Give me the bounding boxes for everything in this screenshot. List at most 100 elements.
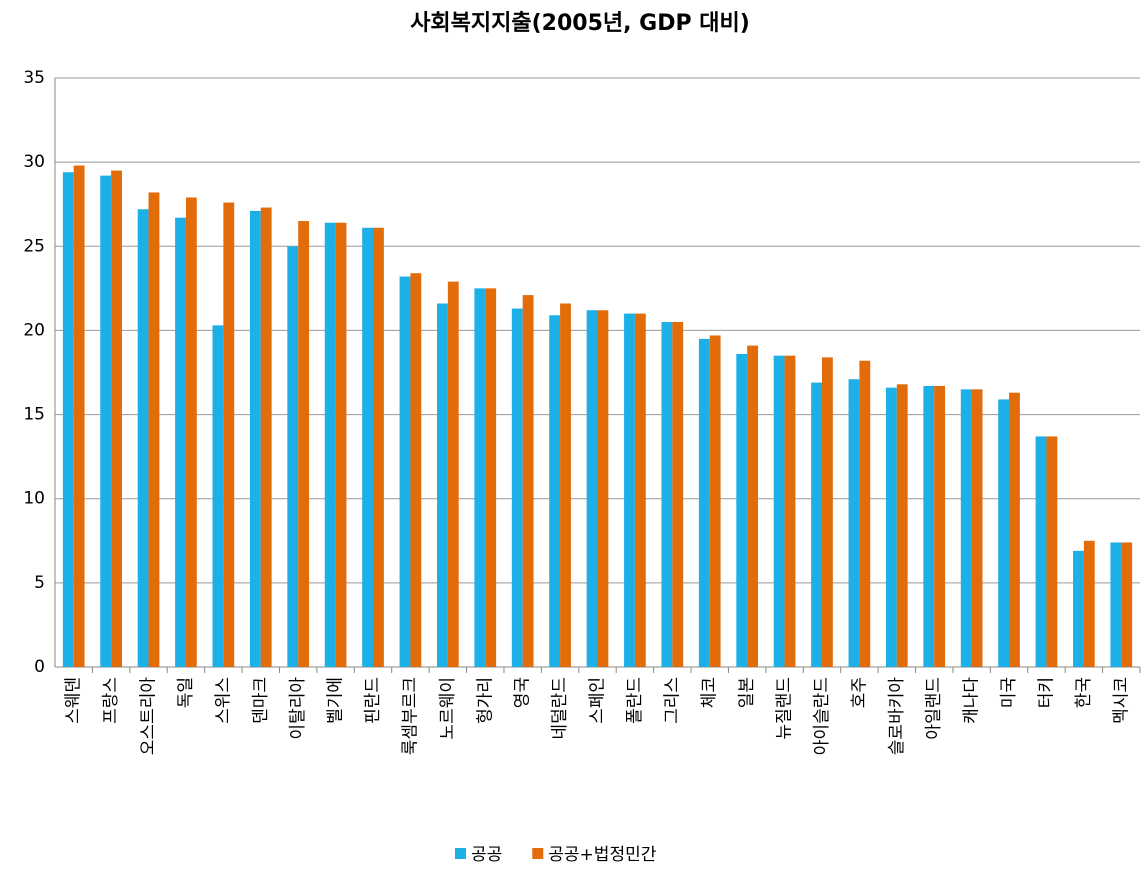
bar [137,209,149,667]
x-tick-label: 이탈리아 [288,677,308,740]
bar [773,355,785,667]
bar [560,303,571,667]
y-tick-label: 15 [23,405,45,425]
bar [1083,540,1095,667]
bar [747,345,759,667]
bar [447,281,459,667]
x-tick-label: 스페인 [588,677,608,724]
bar [474,288,486,667]
bar [597,310,609,667]
bar [335,222,347,667]
bar [212,325,224,667]
bar [784,355,796,667]
bar [175,217,186,668]
x-tick-label: 한국 [1074,677,1094,708]
bar [362,227,374,667]
bar [998,399,1010,667]
x-tick-label: 체코 [700,677,720,708]
bar [148,192,160,668]
x-tick-label: 미국 [999,677,1019,708]
bar [811,382,822,667]
bar [324,222,336,667]
x-tick-label: 노르웨이 [438,677,458,740]
bar [624,313,635,667]
x-tick-label: 헝가리 [475,677,495,724]
x-tick-label: 슬로바키아 [887,677,907,756]
bar [1009,392,1020,667]
x-tick-label: 터키 [1036,677,1056,708]
bar [971,389,983,667]
bar [709,335,721,667]
y-tick-label: 25 [23,236,45,256]
bar [859,360,871,667]
bar [923,385,935,667]
bar [848,379,860,667]
bar [672,322,684,667]
x-tick-label: 캐나다 [962,677,982,724]
x-tick-label: 덴마크 [251,677,271,724]
bar [62,172,74,668]
bar [634,313,646,667]
bar [1073,550,1084,667]
x-tick-label: 오스트리아 [139,677,159,756]
bar [549,315,561,667]
bar [896,384,908,667]
x-tick-label: 스웨덴 [64,677,84,724]
x-tick-label: 핀란드 [363,677,383,724]
bar [100,175,112,667]
bar [111,170,122,668]
legend-swatch [532,848,544,859]
y-tick-label: 30 [23,152,45,172]
bar [298,221,310,668]
x-tick-label: 아이슬란드 [812,677,832,755]
legend-label: 공공 [471,845,502,865]
bar [185,197,197,668]
bar [586,310,598,667]
chart-title: 사회복지지출(2005년, GDP 대비) [410,11,750,36]
x-tick-label: 일본 [737,677,757,708]
bar [436,303,448,667]
x-tick-label: 뉴질랜드 [775,677,795,740]
bar [485,288,497,667]
bar [1110,542,1122,667]
bar [1035,436,1047,667]
legend-swatch [455,848,466,859]
y-tick-label: 5 [34,573,45,593]
y-tick-label: 10 [23,489,45,509]
x-tick-label: 룩셈부르크 [400,677,420,755]
y-tick-label: 20 [23,320,45,340]
bar [399,276,411,667]
bar [410,273,422,667]
legend-label: 공공+법정민간 [548,845,656,865]
bar [821,357,833,667]
bar [223,202,235,667]
x-tick-label: 독일 [176,677,196,708]
bar [960,389,972,667]
bar [287,246,299,668]
y-tick-label: 0 [34,657,45,677]
bar [661,322,673,667]
bar [522,295,534,667]
x-tick-label: 프랑스 [101,677,121,724]
bar [698,338,710,667]
x-tick-label: 네덜란드 [550,677,570,740]
bar [885,387,897,667]
bar [260,207,272,667]
bar [1046,436,1058,667]
y-tick-label: 35 [23,68,45,88]
x-tick-label: 그리스 [662,677,682,724]
x-tick-label: 아일랜드 [924,677,944,740]
x-tick-label: 영국 [513,677,533,708]
x-tick-label: 폴란드 [625,677,645,724]
x-tick-label: 스위스 [213,677,233,724]
x-tick-label: 벨기에 [326,677,346,724]
bar [736,353,748,667]
x-tick-label: 호주 [849,677,869,708]
bar [1121,542,1133,667]
bar [73,165,85,667]
bar [511,308,523,667]
bar [373,227,384,667]
bar [249,210,261,667]
x-tick-label: 멕시코 [1111,677,1131,724]
